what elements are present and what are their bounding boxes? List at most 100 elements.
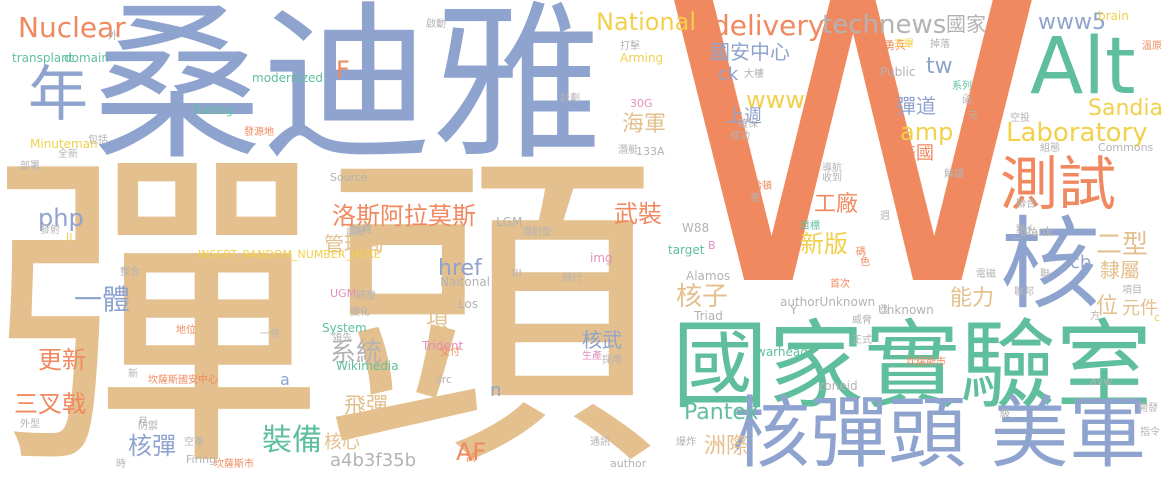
word-cb: cb — [1070, 252, 1092, 273]
word-fangyu: 防禦 — [138, 421, 158, 432]
word-src: src — [436, 373, 453, 386]
word-wei: 位 — [1096, 294, 1119, 319]
word-tw: tw — [926, 54, 953, 79]
word-warhead: warhead — [756, 345, 808, 359]
word-hewu: 核武 — [582, 328, 622, 352]
word-feidan: 飛彈 — [344, 394, 389, 419]
word-nian: 年 — [28, 60, 88, 130]
word-baokuo: 包括 — [88, 135, 108, 146]
word-zhuangbei: 裝備 — [262, 423, 322, 458]
word-ugm: UGM — [330, 287, 357, 300]
word-feixing: 飛行 — [562, 273, 582, 284]
word-transplant: transplant — [12, 51, 74, 65]
word-zuzhi: 組態 — [1040, 143, 1060, 154]
word-kongshi: 空投 — [1010, 113, 1030, 124]
word-minuteman: Minuteman — [30, 137, 98, 151]
word-domain: domain — [64, 51, 109, 65]
word-blank: _blank — [1014, 225, 1053, 239]
word-xinban: 新版 — [800, 230, 848, 258]
word-los: Los — [458, 297, 479, 311]
word-kongjun: 空軍 — [184, 437, 204, 448]
word-caiyong: 採用 — [602, 355, 622, 366]
word-chengji: 成功 — [730, 131, 750, 142]
word-shouci: 首次 — [830, 279, 850, 290]
word-lianhe: 聯合 — [1016, 199, 1036, 210]
word-delivery: delivery — [712, 9, 825, 42]
word-modernized: modernized — [252, 71, 323, 85]
word-baozha: 爆炸 — [676, 437, 696, 448]
word-hedantou-meijun: 核彈頭 美軍 — [732, 389, 1147, 479]
word-mubiao: 目標 — [800, 221, 820, 232]
word-wancheng: 完畢 — [894, 39, 914, 50]
word-n: n — [490, 380, 502, 401]
word-www: www — [746, 86, 805, 114]
word-jihua: 計劃 — [560, 93, 580, 104]
word-fayuandi: 發源地 — [244, 127, 274, 138]
word-zhenhai: 震撼 — [346, 227, 366, 238]
word-guojia-shiyanshi: 國家實驗室 — [672, 310, 1152, 422]
word-xingba: 星哈頓 — [742, 181, 772, 192]
word-meiguo: 美國 — [898, 143, 934, 164]
word-daji: 打擊 — [620, 41, 640, 52]
word-diwei: 地位 — [176, 325, 196, 336]
word-system: System — [322, 321, 367, 335]
word-lgm: LGM — [496, 215, 523, 229]
word-ji: 級 — [1000, 409, 1010, 420]
word-geng: 更 — [750, 193, 760, 204]
word-guojia: 國家 — [946, 12, 986, 36]
word-www5: www5 — [1038, 10, 1106, 35]
word-han: 函 — [962, 95, 972, 106]
word-hezi: 核子 — [676, 282, 729, 312]
word-lingxian: 領先 — [332, 333, 352, 344]
word-bianhua: 變化 — [350, 307, 370, 318]
word-kanxian: 坎薩斯國安中心 — [148, 375, 218, 386]
word-qidong: 啟動 — [426, 19, 446, 30]
word-public: Public — [880, 65, 916, 79]
word-guanliju: 管理局 — [324, 232, 384, 256]
word-pantex: Pantex — [684, 400, 759, 425]
word-haijun: 海軍 — [622, 112, 667, 137]
word-lianbang: 聯邦 — [1014, 287, 1034, 298]
word-target: target — [668, 243, 705, 257]
word-wikimedia: Wikimedia — [336, 359, 399, 373]
word-yiti: 一體 — [74, 283, 131, 316]
word-php: php — [38, 204, 84, 232]
word-nuclear: Nuclear — [18, 11, 126, 44]
word-zhiling: 指令 — [1140, 427, 1160, 438]
word-wuzhuang: 武裝 — [614, 200, 662, 228]
word-shengchan: 生產 — [582, 351, 602, 362]
word-zhengshi: 正式 — [852, 335, 872, 346]
word-authorunknown: authorUnknown — [780, 295, 876, 309]
word-W: W — [660, 0, 1046, 372]
word-alamos: Alamos — [686, 269, 731, 283]
word-qianshe: 潛射型 — [522, 227, 552, 238]
word-nengli: 能力 — [950, 286, 995, 311]
word-30g: 30G — [630, 97, 653, 110]
word-quanxin: 全新 — [58, 149, 78, 160]
word-gongchang: 工廠 — [814, 192, 859, 217]
word-b: B — [708, 239, 716, 252]
word-xitong: 系統 — [330, 338, 383, 368]
word-133a: 133A — [636, 145, 665, 158]
word-daohang: 導航 — [822, 163, 842, 174]
word-a: a — [280, 370, 290, 389]
word-dianhuo: 點火 — [1016, 225, 1036, 236]
word-sanchaji: 三叉戟 — [14, 390, 86, 418]
word-author: author — [610, 457, 647, 470]
word-c: c — [1154, 311, 1161, 324]
word-commons: Commons — [1098, 141, 1154, 154]
word-national: National — [596, 8, 697, 36]
word-ma: 碼 — [856, 247, 866, 258]
word-zoneid: zoneid — [818, 379, 858, 393]
word-dalou: 大樓 — [744, 69, 764, 80]
word-gengxin: 更新 — [38, 346, 86, 374]
word-fashe: 發射 — [40, 225, 60, 236]
word-weixie: 威脅 — [852, 315, 872, 326]
word-unknown: Unknown — [878, 303, 934, 317]
word-yanjiu: 研發 — [356, 291, 376, 302]
word-brain: brain — [1098, 9, 1129, 23]
word-se: 色 — [860, 257, 870, 268]
word-zhouji: 洲際 — [704, 434, 749, 459]
word-wai: 外 — [108, 31, 118, 42]
word-shoudao: 收到 — [822, 173, 842, 184]
